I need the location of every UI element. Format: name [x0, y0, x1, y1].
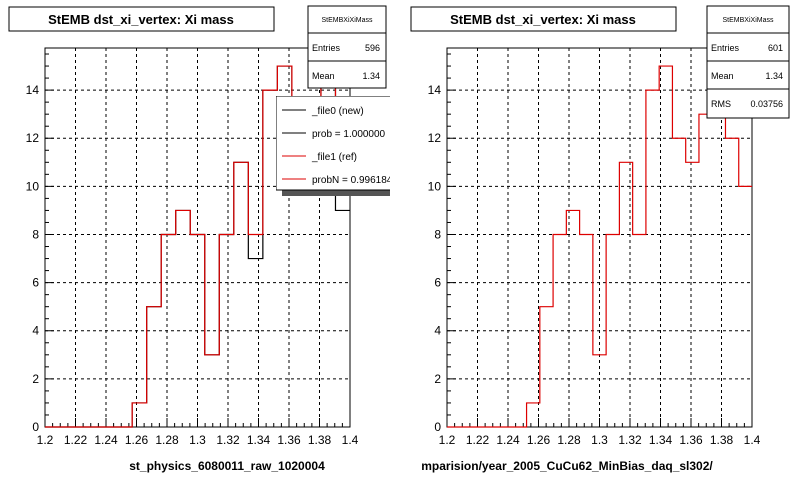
y-tick-label: 12 — [26, 131, 40, 145]
y-tick-label: 4 — [434, 324, 441, 338]
left-stats-mean-value: 1.34 — [362, 71, 380, 81]
x-tick-label: 1.28 — [155, 433, 179, 447]
x-tick-label: 1.3 — [189, 433, 206, 447]
x-tick-label: 1.28 — [557, 433, 581, 447]
y-tick-label: 12 — [428, 131, 442, 145]
y-tick-label: 8 — [32, 227, 39, 241]
x-tick-label: 1.24 — [94, 433, 118, 447]
left-stats-entries-value: 596 — [365, 43, 380, 53]
left-stats-mean-label: Mean — [312, 71, 335, 81]
right-x-ticks: 1.2 1.22 1.24 1.26 1.28 1.3 1.32 1.34 1.36 1.38 1.… — [439, 418, 761, 447]
right-title: StEMB dst_xi_vertex: Xi mass — [450, 12, 636, 27]
y-tick-label: 6 — [434, 276, 441, 290]
right-stats-entries-value: 601 — [768, 43, 783, 53]
legend-entry-file1: _file1 (ref) — [311, 152, 357, 163]
x-tick-label: 1.26 — [527, 433, 551, 447]
right-stats-rms-label: RMS — [711, 99, 731, 109]
x-tick-label: 1.22 — [466, 433, 490, 447]
x-tick-label: 1.4 — [744, 433, 761, 447]
right-series — [447, 65, 752, 428]
x-tick-label: 1.36 — [679, 433, 703, 447]
x-tick-label: 1.34 — [247, 433, 271, 447]
left-histogram-panel: StEMB dst_xi_vertex: Xi mass 0 2 4 6 8 10 12 14… — [8, 5, 393, 473]
x-tick-label: 1.32 — [618, 433, 642, 447]
y-tick-label: 6 — [32, 276, 39, 290]
x-tick-label: 1.2 — [37, 433, 54, 447]
y-tick-label: 10 — [428, 179, 442, 193]
right-x-axis-label: mparision/year_2005_CuCu62_MinBias_daq_s… — [421, 459, 713, 473]
y-tick-label: 2 — [434, 372, 441, 386]
x-tick-label: 1.38 — [308, 433, 332, 447]
right-title-box — [410, 6, 677, 32]
legend-entry-prob: prob = 1.000000 — [312, 129, 386, 140]
legend-entry-probN: probN = 0.996184 — [312, 175, 393, 186]
right-histogram-panel: StEMB dst_xi_vertex: Xi mass 0 2 4 6 8 10 12 14… — [410, 5, 790, 473]
left-stats-box — [307, 5, 387, 89]
y-tick-label: 14 — [26, 83, 40, 97]
histogram-series-0 — [447, 65, 752, 428]
y-tick-label: 14 — [428, 83, 442, 97]
right-stats-rms-value: 0.03756 — [750, 99, 783, 109]
x-tick-label: 1.2 — [439, 433, 456, 447]
left-y-ticks: 0 2 4 6 8 10 12 14 — [26, 53, 54, 434]
left-title: StEMB dst_xi_vertex: Xi mass — [48, 12, 234, 27]
x-tick-label: 1.26 — [125, 433, 149, 447]
left-legend: _file0 (new) prob = 1.000000 _file1 (ref… — [276, 96, 393, 196]
x-tick-label: 1.36 — [277, 433, 301, 447]
x-tick-label: 1.38 — [710, 433, 734, 447]
y-tick-label: 0 — [32, 420, 39, 434]
y-tick-label: 10 — [26, 179, 40, 193]
y-tick-label: 4 — [32, 324, 39, 338]
left-x-axis-label: st_physics_6080011_raw_1020004 — [129, 459, 325, 473]
right-stats-mean-value: 1.34 — [765, 71, 783, 81]
left-stats-title: StEMBXiXiMass — [322, 17, 373, 24]
right-stats-box — [706, 5, 790, 119]
right-stats-mean-label: Mean — [711, 71, 734, 81]
left-title-box — [8, 6, 275, 32]
left-stats-entries-label: Entries — [312, 43, 341, 53]
right-grid — [447, 48, 752, 427]
right-stats-title: StEMBXiXiMass — [723, 17, 774, 24]
right-stats-entries-label: Entries — [711, 43, 740, 53]
x-tick-label: 1.34 — [649, 433, 673, 447]
x-tick-label: 1.4 — [342, 433, 359, 447]
y-tick-label: 2 — [32, 372, 39, 386]
x-tick-label: 1.3 — [591, 433, 608, 447]
x-tick-label: 1.24 — [496, 433, 520, 447]
x-tick-label: 1.22 — [64, 433, 88, 447]
y-tick-label: 0 — [434, 420, 441, 434]
legend-entry-file0: _file0 (new) — [311, 106, 364, 117]
x-tick-label: 1.32 — [216, 433, 240, 447]
y-tick-label: 8 — [434, 227, 441, 241]
left-x-ticks: 1.2 1.22 1.24 1.26 1.28 1.3 1.32 1.34 1.36 1.38 1.… — [37, 418, 359, 447]
